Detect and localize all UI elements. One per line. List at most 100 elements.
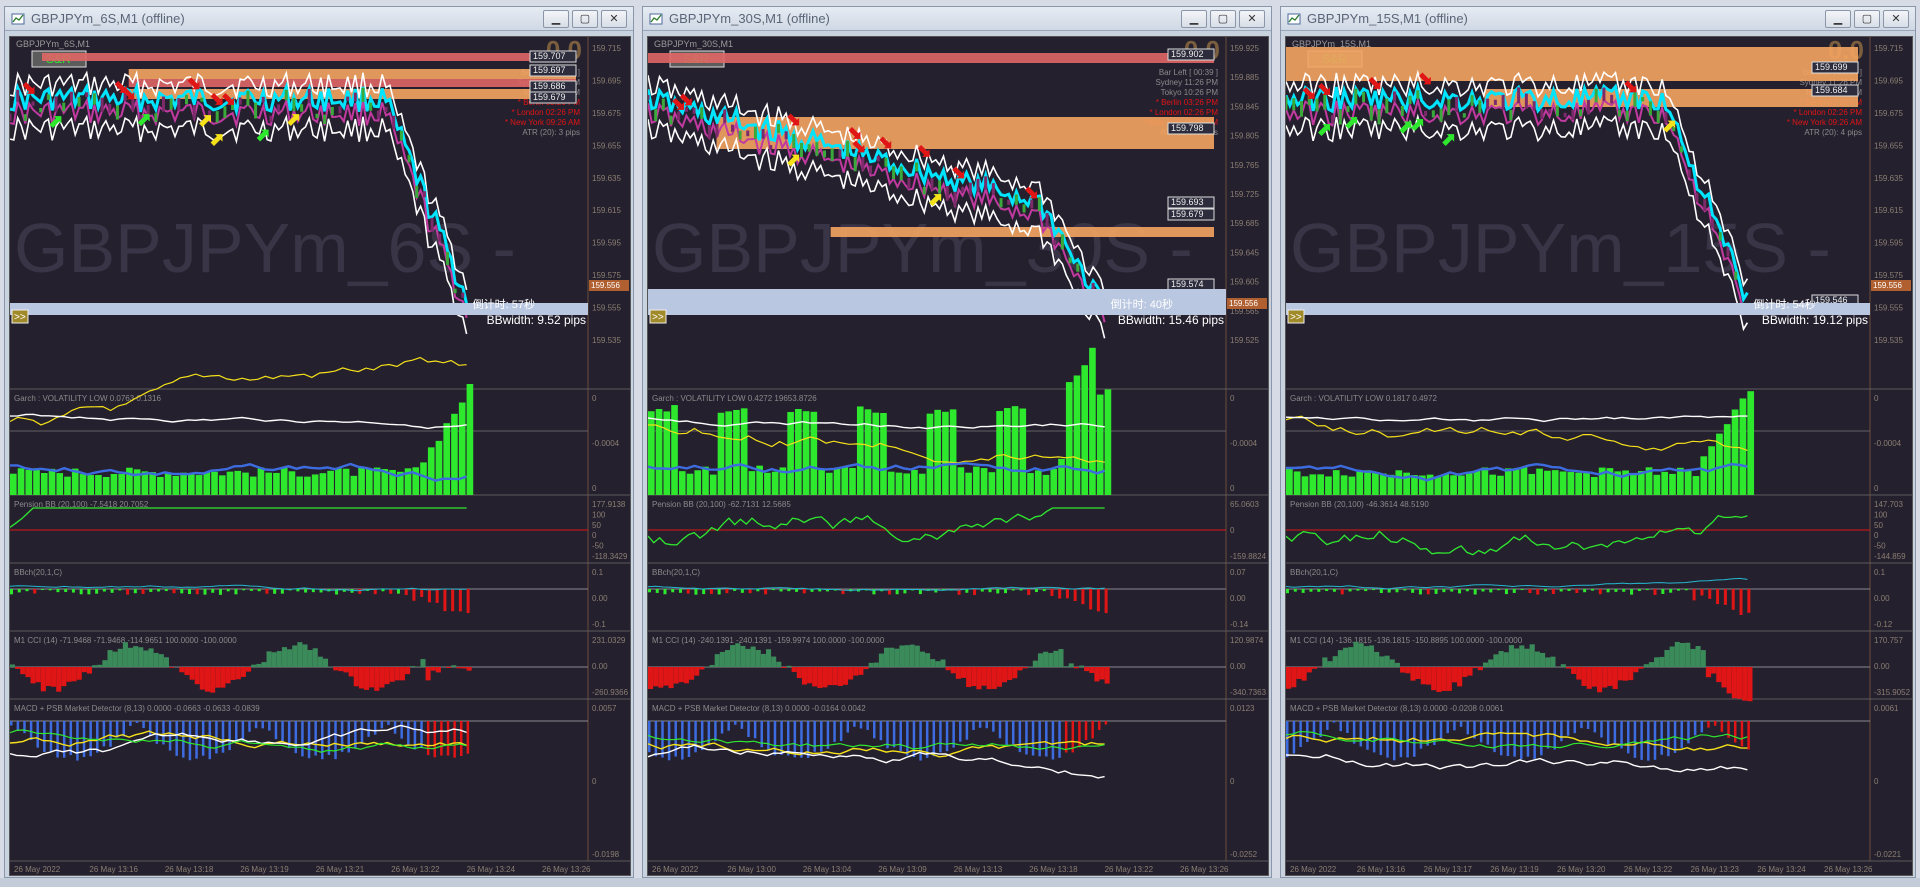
chart-window-30s[interactable]: GBPJPYm_30S,M1 (offline) ▁ ▢ ✕ GBPJPYm_3… bbox=[642, 6, 1272, 878]
window-titlebar[interactable]: GBPJPYm_30S,M1 (offline) ▁ ▢ ✕ bbox=[643, 7, 1271, 31]
chart-canvas[interactable]: GBPJPYm_15S - GBPJPYm_15S,M1S&R0.0Bar Le… bbox=[1285, 36, 1913, 876]
indicator-label: Pension BB (20,100) -46.3614 48.5190 bbox=[1290, 500, 1429, 509]
cci-bar bbox=[76, 667, 82, 680]
indicator-axis-label: -260.9366 bbox=[592, 688, 629, 697]
close-icon[interactable]: ✕ bbox=[1883, 9, 1909, 28]
info-line: * New York 09:26 AM bbox=[505, 118, 580, 127]
candle bbox=[884, 157, 888, 167]
buy-arrow-icon: ⬈ bbox=[786, 149, 801, 169]
macd-bar bbox=[1359, 721, 1363, 747]
close-icon[interactable]: ✕ bbox=[601, 9, 627, 28]
cci-bar bbox=[1311, 667, 1318, 669]
time-axis-label: 26 May 13:19 bbox=[1490, 865, 1539, 874]
macd-bar bbox=[327, 721, 331, 755]
candle bbox=[1462, 113, 1466, 118]
bbch-bar bbox=[663, 589, 667, 595]
cci-bar bbox=[317, 656, 323, 667]
cci-bar bbox=[1482, 662, 1489, 667]
candle bbox=[261, 96, 265, 103]
garch-bar bbox=[458, 402, 466, 495]
indicator-axis-label: -50 bbox=[592, 542, 604, 551]
bbch-bar bbox=[1536, 589, 1540, 595]
macd-bar bbox=[387, 721, 390, 725]
sell-arrow-icon: ⬊ bbox=[22, 78, 37, 98]
bbch-bar bbox=[280, 589, 284, 594]
chart-background bbox=[10, 37, 630, 875]
macd-bar bbox=[182, 721, 185, 758]
macd-bar bbox=[1479, 721, 1483, 743]
window-titlebar[interactable]: GBPJPYm_15S,M1 (offline) ▁ ▢ ✕ bbox=[1281, 7, 1915, 31]
cci-bar bbox=[827, 667, 833, 686]
expand-panel-label: >> bbox=[652, 312, 664, 323]
candle bbox=[938, 180, 942, 194]
macd-bar bbox=[1406, 721, 1409, 758]
cci-bar bbox=[940, 659, 946, 667]
cci-bar bbox=[1032, 660, 1038, 667]
minimize-icon[interactable]: ▁ bbox=[1825, 9, 1851, 28]
cci-bar bbox=[86, 667, 93, 674]
chart-canvas[interactable]: GBPJPYm_30S - GBPJPYm_30S,M1S&R0.0Bar Le… bbox=[647, 36, 1269, 876]
info-line: * Berlin 03:26 PM bbox=[1156, 98, 1219, 107]
bbch-bar bbox=[1512, 589, 1516, 593]
indicator-axis-label: -0.14 bbox=[1230, 620, 1249, 629]
garch-bar bbox=[1473, 470, 1481, 495]
cci-bar bbox=[102, 660, 108, 667]
chart-window-6s[interactable]: GBPJPYm_6S,M1 (offline) ▁ ▢ ✕ GBPJPYm_6S… bbox=[4, 6, 634, 878]
macd-bar bbox=[687, 721, 691, 757]
bbch-bar bbox=[420, 589, 424, 597]
macd-bar bbox=[1633, 721, 1637, 758]
candle bbox=[1664, 111, 1668, 124]
macd-bar bbox=[1446, 721, 1449, 734]
cci-bar bbox=[1043, 651, 1049, 667]
macd-bar bbox=[268, 721, 271, 731]
maximize-icon[interactable]: ▢ bbox=[1210, 9, 1236, 28]
cci-bar bbox=[287, 649, 293, 667]
macd-bar bbox=[1533, 721, 1536, 759]
cci-bar bbox=[822, 667, 828, 688]
candle bbox=[169, 98, 173, 110]
indicator-axis-label: 0.00 bbox=[1874, 594, 1890, 603]
price-axis-label: 159.925 bbox=[1230, 44, 1259, 53]
macd-bar bbox=[892, 721, 896, 748]
bbch-bar bbox=[56, 589, 60, 593]
chart-window-15s[interactable]: GBPJPYm_15S,M1 (offline) ▁ ▢ ✕ GBPJPYm_1… bbox=[1280, 6, 1916, 878]
minimize-icon[interactable]: ▁ bbox=[1181, 9, 1207, 28]
indicator-axis-label: 0.0123 bbox=[1230, 704, 1255, 713]
maximize-icon[interactable]: ▢ bbox=[572, 9, 598, 28]
candle bbox=[715, 123, 719, 137]
macd-bar bbox=[1600, 721, 1603, 738]
candle bbox=[1408, 95, 1412, 105]
garch-bar bbox=[133, 469, 141, 495]
candle bbox=[177, 98, 181, 111]
candle bbox=[815, 141, 819, 156]
time-axis-label: 26 May 13:26 bbox=[1180, 865, 1229, 874]
minimize-icon[interactable]: ▁ bbox=[543, 9, 569, 28]
sell-arrow-icon: ⬊ bbox=[1024, 182, 1039, 202]
cci-bar bbox=[668, 667, 674, 689]
window-titlebar[interactable]: GBPJPYm_6S,M1 (offline) ▁ ▢ ✕ bbox=[5, 7, 633, 31]
time-axis-label: 26 May 13:18 bbox=[165, 865, 214, 874]
maximize-icon[interactable]: ▢ bbox=[1854, 9, 1880, 28]
bbch-bar bbox=[1489, 589, 1493, 593]
garch-bar bbox=[1723, 424, 1731, 495]
candle bbox=[1447, 99, 1451, 116]
sell-arrow-icon: ⬊ bbox=[210, 89, 225, 109]
garch-bar bbox=[64, 476, 71, 495]
price-axis-label: 159.535 bbox=[1874, 336, 1903, 345]
macd-bar bbox=[261, 721, 264, 729]
bbch-bar bbox=[756, 589, 760, 592]
macd-bar bbox=[1084, 721, 1088, 741]
close-icon[interactable]: ✕ bbox=[1239, 9, 1265, 28]
price-axis-label: 159.565 bbox=[1230, 307, 1259, 316]
macd-bar bbox=[314, 721, 317, 756]
indicator-axis-label: 170.757 bbox=[1874, 636, 1903, 645]
info-line: * New York 09:26 AM bbox=[1787, 118, 1862, 127]
chart-canvas[interactable]: GBPJPYm_6S - GBPJPYm_6S,M1S&R0.0Bar Left… bbox=[9, 36, 631, 876]
bbch-bar bbox=[1395, 589, 1399, 593]
garch-bar bbox=[880, 413, 887, 495]
cci-bar bbox=[1669, 646, 1675, 667]
level-tag-value: 159.699 bbox=[1815, 62, 1848, 72]
garch-bar bbox=[973, 466, 980, 495]
garch-bar bbox=[149, 472, 156, 495]
candle bbox=[69, 91, 73, 102]
